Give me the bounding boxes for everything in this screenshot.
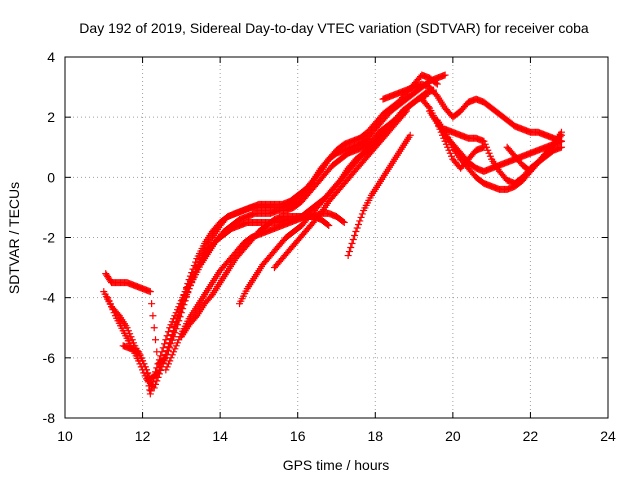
series-arc-10 — [379, 80, 565, 145]
series-arc-6 — [177, 212, 333, 341]
x-tick-label: 14 — [212, 428, 228, 444]
y-tick-label: 2 — [47, 109, 55, 125]
data-point-markers — [270, 107, 410, 272]
series-arc-8 — [270, 107, 410, 272]
y-axis-label: SDTVAR / TECUs — [6, 182, 22, 294]
x-tick-label: 12 — [135, 428, 151, 444]
series-arc-9 — [344, 131, 414, 260]
x-tick-label: 10 — [57, 428, 73, 444]
y-tick-label: -6 — [43, 350, 56, 366]
data-point-markers — [503, 128, 565, 175]
y-tick-label: 0 — [47, 169, 55, 185]
y-tick-label: -4 — [43, 290, 56, 306]
x-tick-label: 20 — [445, 428, 461, 444]
y-tick-label: -2 — [43, 230, 56, 246]
plot-area — [100, 71, 565, 398]
y-tick-label: -8 — [43, 410, 56, 426]
x-tick-label: 16 — [290, 428, 306, 444]
data-point-markers — [379, 80, 565, 145]
x-axis-label: GPS time / hours — [283, 457, 390, 473]
x-tick-label: 22 — [523, 428, 539, 444]
grid — [65, 57, 608, 418]
plot-frame — [64, 56, 609, 419]
data-point-markers — [177, 212, 333, 341]
chart-title: Day 192 of 2019, Sidereal Day-to-day VTE… — [79, 20, 589, 36]
y-tick-label: 4 — [47, 49, 55, 65]
data-point-markers — [344, 131, 414, 260]
x-tick-label: 18 — [367, 428, 383, 444]
series-arc-13 — [418, 95, 488, 172]
x-tick-label: 24 — [600, 428, 616, 444]
data-point-markers — [418, 95, 488, 172]
series-arc-15 — [503, 128, 565, 175]
